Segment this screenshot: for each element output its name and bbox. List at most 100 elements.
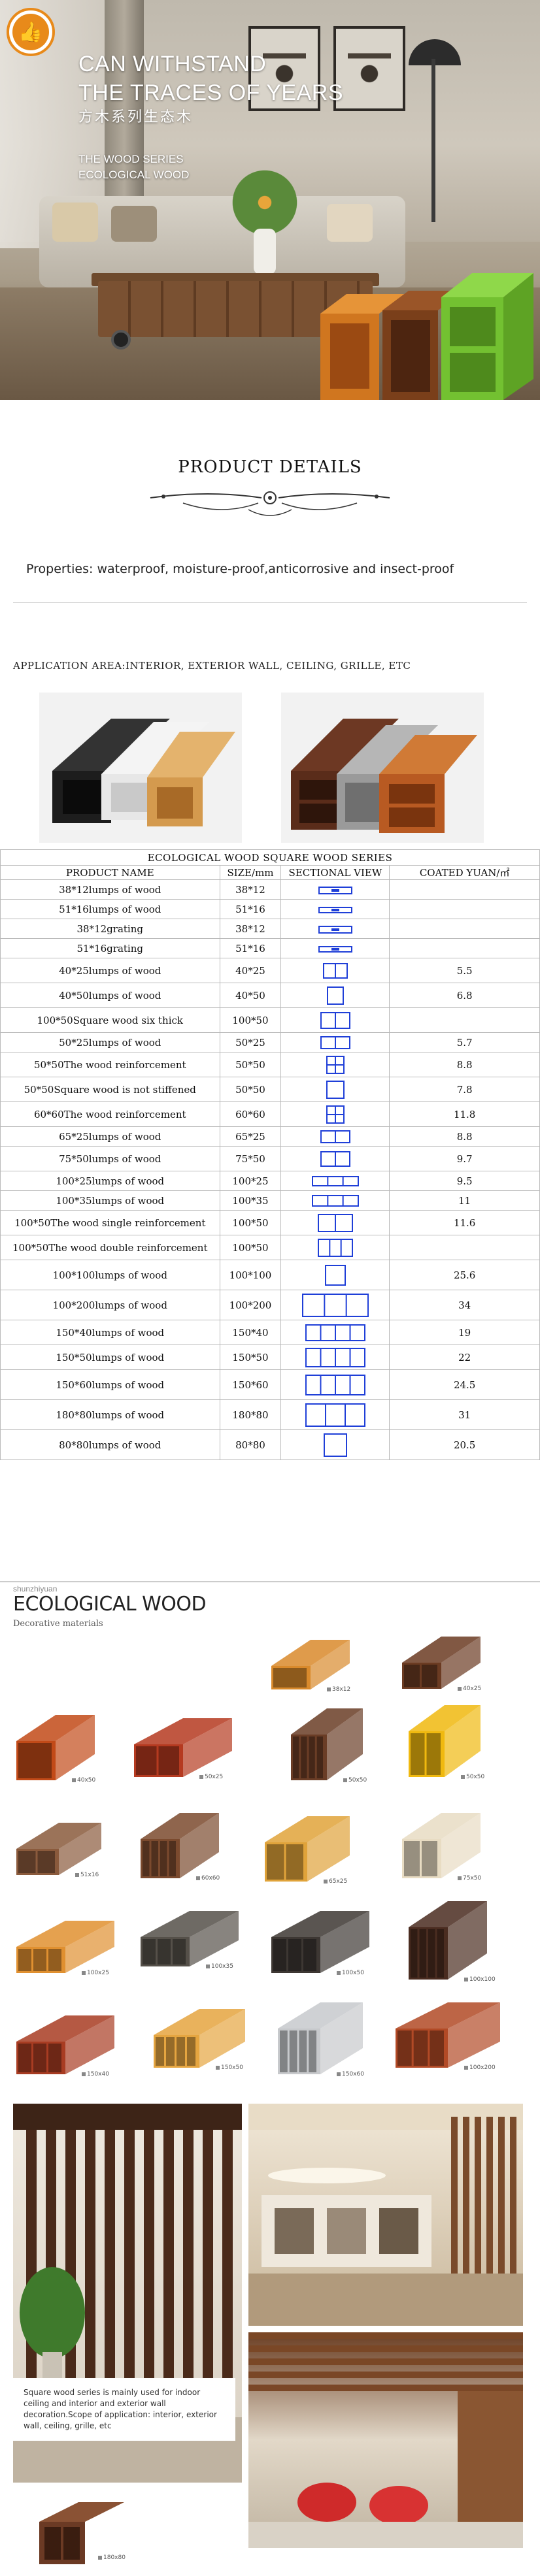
- spec-sectional-view: [280, 1146, 390, 1171]
- catalog-product-image: [409, 1705, 481, 1777]
- spec-sectional-view: [280, 1126, 390, 1147]
- sectional-view-icon: [318, 906, 352, 913]
- spec-product-name: 40*50lumps of wood: [0, 983, 220, 1008]
- spec-size: 75*50: [219, 1146, 282, 1171]
- catalog-product-label: 100x50: [337, 1970, 364, 1976]
- spec-size: 38*12: [219, 879, 282, 900]
- spec-product-name: 51*16grating: [0, 938, 220, 958]
- spec-size: 50*50: [219, 1077, 282, 1102]
- spec-size: 50*50: [219, 1052, 282, 1077]
- thumbs-up-icon: 👍: [12, 14, 49, 50]
- spec-product-name: 38*12grating: [0, 919, 220, 939]
- usage-note: Square wood series is mainly used for in…: [13, 2378, 235, 2441]
- hero-profile-samples: [320, 273, 533, 400]
- spec-row: 50*50Square wood is not stiffened 50*50 7.…: [0, 1077, 540, 1102]
- spec-coated-price: 34: [389, 1290, 540, 1320]
- hero-title-chinese: 方木系列生态木: [78, 109, 194, 125]
- catalog-product-label: 150x50: [216, 2064, 243, 2071]
- spec-sectional-view: [280, 1290, 390, 1320]
- hero-title-line2: THE TRACES OF YEARS: [78, 80, 343, 105]
- spec-sectional-view: [280, 1032, 390, 1052]
- spec-sectional-view: [280, 1101, 390, 1127]
- spec-size: 100*200: [219, 1290, 282, 1320]
- catalog-divider: [0, 1581, 540, 1582]
- catalog-product-label: 100x25: [82, 1970, 109, 1976]
- catalog-product-label: 150x60: [337, 2071, 364, 2078]
- spec-row: 38*12lumps of wood 38*12: [0, 879, 540, 900]
- sectional-view-icon: [317, 1213, 353, 1232]
- spec-product-name: 100*100lumps of wood: [0, 1260, 220, 1290]
- spec-row: 150*60lumps of wood 150*60 24.5: [0, 1369, 540, 1400]
- spec-size: 65*25: [219, 1126, 282, 1147]
- spec-product-name: 100*25lumps of wood: [0, 1171, 220, 1191]
- spec-product-name: 150*40lumps of wood: [0, 1320, 220, 1345]
- catalog-product-image: [409, 1901, 487, 1980]
- spec-product-name: 80*80lumps of wood: [0, 1429, 220, 1460]
- catalog-product-label: 65x25: [324, 1878, 347, 1885]
- profile-bundle-black-white-wood: [52, 719, 235, 826]
- spec-row: 75*50lumps of wood 75*50 9.7: [0, 1146, 540, 1171]
- spec-row: 40*25lumps of wood 40*25 5.5: [0, 958, 540, 983]
- brand-small: shunzhiyuan: [13, 1584, 58, 1593]
- spec-size: 40*25: [219, 958, 282, 983]
- photo-ceiling-lounge: [248, 2332, 523, 2548]
- spec-sectional-view: [280, 983, 390, 1008]
- spec-size: 100*25: [219, 1171, 282, 1191]
- spec-product-name: 60*60The wood reinforcement: [0, 1101, 220, 1127]
- spec-row: 65*25lumps of wood 65*25 8.8: [0, 1126, 540, 1147]
- spec-coated-price: 11.8: [389, 1101, 540, 1127]
- catalog-product-image: [141, 1911, 239, 1966]
- sectional-view-icon: [305, 1403, 365, 1427]
- spec-coated-price: [389, 919, 540, 939]
- spec-row: 150*40lumps of wood 150*40 19: [0, 1320, 540, 1345]
- catalog-product-label: 60x60: [196, 1875, 220, 1882]
- spec-sectional-view: [280, 1320, 390, 1345]
- sectional-view-icon: [320, 1130, 350, 1143]
- spec-coated-price: 8.8: [389, 1052, 540, 1077]
- spec-row: 100*35lumps of wood 100*35 11: [0, 1190, 540, 1211]
- spec-product-name: 100*50The wood single reinforcement: [0, 1210, 220, 1235]
- spec-coated-price: 11.6: [389, 1210, 540, 1235]
- catalog-product-label: 40x50: [72, 1777, 95, 1784]
- product-details-title: PRODUCT DETAILS: [178, 457, 362, 477]
- profile-bundle-brown-grey-wood: [291, 719, 477, 833]
- floor-lamp: [431, 59, 435, 222]
- hero-subtitle-line1: THE WOOD SERIES: [78, 153, 184, 165]
- spec-product-name: 50*50The wood reinforcement: [0, 1052, 220, 1077]
- spec-coated-price: 22: [389, 1345, 540, 1370]
- catalog-product-image: [265, 1816, 350, 1882]
- thumbs-up-badge: 👍: [7, 8, 55, 56]
- spec-coated-price: 9.7: [389, 1146, 540, 1171]
- spec-table: ECOLOGICAL WOOD SQUARE WOOD SERIES PRODU…: [0, 849, 540, 1460]
- sectional-view-icon: [324, 1264, 346, 1286]
- spec-sectional-view: [280, 1171, 390, 1191]
- sectional-view-icon: [301, 1293, 369, 1317]
- ornament-divider-icon: [150, 491, 390, 516]
- catalog-product-image: [16, 1921, 114, 1973]
- sectional-view-icon: [318, 925, 352, 934]
- spec-row: 80*80lumps of wood 80*80 20.5: [0, 1429, 540, 1460]
- spec-product-name: 180*80lumps of wood: [0, 1399, 220, 1430]
- col-size: SIZE/mm: [219, 865, 282, 880]
- spec-row: 100*200lumps of wood 100*200 34: [0, 1290, 540, 1320]
- spec-product-name: 51*16lumps of wood: [0, 899, 220, 919]
- spec-coated-price: 7.8: [389, 1077, 540, 1102]
- spec-product-name: 50*50Square wood is not stiffened: [0, 1077, 220, 1102]
- photo-showroom: [248, 2104, 523, 2326]
- catalog-product-image: [16, 2015, 114, 2074]
- spec-table-header: PRODUCT NAME SIZE/mm SECTIONAL VIEW COAT…: [0, 865, 540, 880]
- spec-coated-price: [389, 879, 540, 900]
- spec-product-name: 100*50The wood double reinforcement: [0, 1235, 220, 1260]
- table-wheel: [111, 330, 131, 350]
- spec-row: 50*50The wood reinforcement 50*50 8.8: [0, 1052, 540, 1077]
- spec-row: 100*50The wood double reinforcement 100*5…: [0, 1235, 540, 1260]
- spec-sectional-view: [280, 1260, 390, 1290]
- product-label-180x80: 180x80: [98, 2554, 126, 2561]
- spec-coated-price: [389, 1007, 540, 1033]
- sectional-view-icon: [317, 1238, 353, 1257]
- col-product-name: PRODUCT NAME: [0, 865, 220, 880]
- application-area: APPLICATION AREA:INTERIOR, EXTERIOR WALL…: [13, 660, 411, 672]
- spec-sectional-view: [280, 1345, 390, 1370]
- sectional-view-icon: [320, 1035, 350, 1049]
- catalog-product-label: 51x16: [75, 1872, 99, 1878]
